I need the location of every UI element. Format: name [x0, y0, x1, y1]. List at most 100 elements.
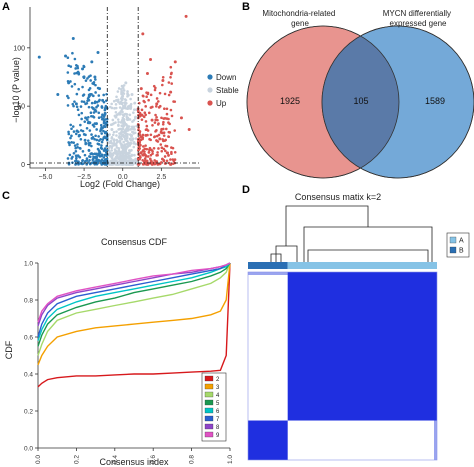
down-point: [67, 141, 70, 144]
up-point: [143, 157, 147, 160]
stable-point: [110, 156, 114, 160]
venn-set-label-left: Mitochondria-related gene: [262, 9, 337, 28]
legend-label: 7: [216, 417, 220, 423]
down-point: [100, 126, 104, 129]
down-point: [97, 94, 101, 97]
down-point: [96, 147, 100, 151]
stable-point: [113, 160, 116, 163]
down-point: [84, 79, 88, 82]
venn-set-label-left-line2: gene: [291, 19, 309, 28]
up-point: [154, 118, 157, 122]
up-point: [155, 160, 159, 163]
up-point: [165, 107, 169, 111]
legend-swatch: [204, 407, 214, 414]
down-point: [87, 98, 91, 102]
up-point: [163, 162, 167, 165]
up-point: [179, 116, 183, 120]
down-point: [94, 78, 97, 81]
up-point: [137, 157, 140, 161]
y-tick-label: 100: [13, 45, 25, 52]
down-point: [71, 51, 74, 55]
dendrogram-branch-b: [303, 226, 433, 262]
down-point: [66, 71, 70, 74]
y-tick-label: 0.8: [24, 298, 33, 305]
down-point: [79, 137, 83, 141]
up-point: [167, 81, 171, 84]
legend-swatch: [204, 383, 214, 390]
stable-point: [111, 153, 115, 156]
stable-point: [134, 161, 138, 165]
stable-point: [110, 128, 114, 131]
up-point: [155, 105, 158, 108]
down-point: [87, 149, 91, 152]
x-tick-label: 0.8: [189, 455, 196, 464]
down-point: [95, 158, 98, 161]
down-point: [83, 138, 87, 142]
up-point: [161, 79, 165, 82]
up-point: [156, 151, 159, 154]
stable-point: [112, 99, 116, 103]
up-point: [163, 117, 167, 120]
down-point: [101, 138, 105, 141]
down-point: [90, 144, 93, 148]
up-point: [141, 32, 145, 36]
stable-point: [130, 93, 134, 96]
stable-point: [134, 142, 137, 146]
up-point: [149, 153, 153, 157]
up-point: [158, 137, 162, 141]
up-point: [160, 146, 164, 150]
stable-point: [108, 133, 111, 136]
down-point: [70, 85, 74, 88]
up-point: [167, 93, 171, 97]
up-point: [164, 149, 167, 153]
stable-point: [129, 134, 133, 137]
stable-point: [121, 163, 124, 166]
stable-point: [115, 159, 118, 163]
stable-point: [117, 161, 120, 165]
up-point: [159, 143, 163, 146]
up-point: [145, 95, 148, 99]
up-point: [147, 98, 150, 102]
down-point: [95, 128, 98, 131]
down-point: [84, 116, 88, 120]
down-point: [90, 133, 93, 136]
down-point: [104, 159, 108, 162]
stable-point: [124, 152, 128, 155]
venn-intersection: [322, 26, 399, 178]
legend-label: 4: [216, 393, 220, 399]
up-point: [167, 117, 170, 121]
down-point: [73, 100, 76, 103]
up-point: [156, 163, 160, 166]
stable-point: [117, 87, 121, 90]
up-point: [151, 152, 154, 155]
cluster-bar-segment: [248, 262, 288, 269]
up-point: [146, 92, 150, 96]
stable-point: [110, 102, 113, 106]
down-point: [81, 158, 85, 162]
legend-swatch: [449, 246, 457, 254]
up-point: [148, 157, 152, 161]
down-point: [71, 102, 75, 106]
down-point: [100, 117, 104, 121]
up-point: [162, 131, 166, 135]
up-point: [143, 111, 147, 115]
stable-point: [128, 144, 132, 147]
down-point: [90, 101, 94, 105]
down-point: [89, 111, 93, 115]
up-point: [139, 156, 142, 159]
down-point: [97, 143, 101, 146]
up-point: [170, 146, 173, 149]
venn-set-label-right: MYCN differentially expressed gene: [383, 9, 454, 28]
down-point: [74, 149, 78, 153]
down-point: [98, 155, 102, 158]
legend-label: Up: [216, 99, 227, 108]
up-point: [148, 148, 151, 151]
stable-point: [118, 113, 122, 116]
up-point: [141, 137, 144, 141]
down-point: [80, 111, 84, 115]
down-point: [81, 85, 84, 89]
stable-point: [115, 130, 118, 133]
down-point: [92, 111, 96, 114]
down-point: [74, 146, 77, 150]
up-point: [140, 118, 144, 121]
